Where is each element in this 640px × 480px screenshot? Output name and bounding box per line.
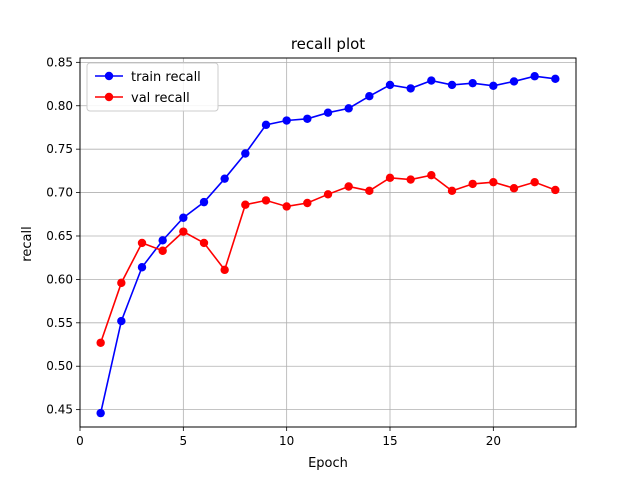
data-point-train-recall	[344, 104, 353, 113]
data-point-val-recall	[530, 177, 539, 187]
series-val-recall	[96, 171, 560, 347]
x-tick-label: 15	[382, 434, 397, 448]
x-tick-label: 5	[180, 434, 188, 448]
legend-box	[86, 62, 219, 112]
data-point-train-recall	[406, 84, 415, 93]
plot-frame	[79, 57, 577, 428]
data-point-train-recall	[96, 408, 105, 418]
y-tick-label: 0.85	[46, 55, 73, 69]
data-point-train-recall	[241, 149, 250, 158]
data-point-val-recall	[158, 246, 167, 255]
y-tick-label: 0.55	[46, 316, 73, 330]
y-axis-title: recall	[20, 226, 35, 261]
y-tick-label: 0.65	[46, 229, 73, 243]
data-point-train-recall	[509, 77, 519, 86]
data-point-val-recall	[385, 173, 395, 183]
data-point-train-recall	[385, 80, 395, 90]
data-point-train-recall	[137, 263, 147, 272]
data-point-train-recall	[199, 197, 209, 207]
legend-swatch-marker-val-recall	[104, 92, 114, 102]
data-point-train-recall	[158, 236, 167, 245]
data-point-val-recall	[447, 186, 457, 196]
x-axis-title: Epoch	[308, 456, 348, 471]
data-point-train-recall	[530, 72, 539, 81]
data-point-train-recall	[220, 174, 229, 183]
data-point-train-recall	[261, 120, 271, 130]
y-tick-label: 0.50	[46, 359, 73, 373]
data-point-train-recall	[489, 81, 498, 90]
series-train-recall	[96, 72, 560, 418]
data-point-val-recall	[261, 196, 271, 205]
data-point-val-recall	[365, 186, 374, 196]
data-point-val-recall	[241, 200, 250, 209]
y-tick-label: 0.75	[46, 142, 73, 156]
data-point-val-recall	[117, 278, 126, 288]
series-layer	[96, 72, 560, 418]
data-point-train-recall	[427, 76, 436, 85]
x-tick-label: 0	[76, 434, 84, 448]
legend: train recall val recall	[86, 62, 219, 112]
x-tick-label: 10	[279, 434, 294, 448]
data-point-val-recall	[220, 265, 229, 275]
data-point-val-recall	[137, 238, 147, 248]
data-point-val-recall	[344, 182, 353, 191]
data-point-train-recall	[365, 92, 374, 101]
y-tick-label: 0.45	[46, 403, 73, 417]
data-point-train-recall	[117, 316, 126, 326]
data-point-train-recall	[447, 80, 457, 90]
x-tick-label: 20	[486, 434, 501, 448]
data-point-val-recall	[427, 171, 436, 180]
data-point-train-recall	[323, 108, 333, 117]
legend-label-train-recall: train recall	[131, 70, 201, 85]
data-point-train-recall	[468, 78, 477, 88]
chart-title: recall plot	[291, 35, 365, 53]
data-point-train-recall	[551, 74, 560, 84]
data-point-val-recall	[406, 175, 415, 184]
y-tick-label: 0.80	[46, 99, 73, 113]
data-point-val-recall	[179, 227, 188, 236]
data-point-val-recall	[96, 338, 105, 347]
data-point-train-recall	[303, 114, 312, 123]
y-tick-label: 0.70	[46, 186, 73, 200]
data-point-train-recall	[282, 116, 291, 125]
legend-label-val-recall: val recall	[131, 91, 190, 106]
axis-ticks: 0 5 10 15 20 0.45 0.50 0.55 0.60 0.65 0.70 0.75 0.80…	[46, 55, 501, 448]
data-point-val-recall	[489, 177, 498, 187]
data-point-val-recall	[468, 179, 477, 189]
data-point-val-recall	[509, 184, 519, 193]
data-point-val-recall	[323, 190, 333, 199]
data-point-train-recall	[179, 213, 188, 222]
data-point-val-recall	[282, 202, 291, 211]
data-point-val-recall	[303, 198, 312, 208]
y-tick-label: 0.60	[46, 272, 73, 286]
data-point-val-recall	[551, 185, 560, 195]
data-point-val-recall	[199, 238, 209, 248]
legend-swatch-marker-train-recall	[104, 71, 114, 81]
